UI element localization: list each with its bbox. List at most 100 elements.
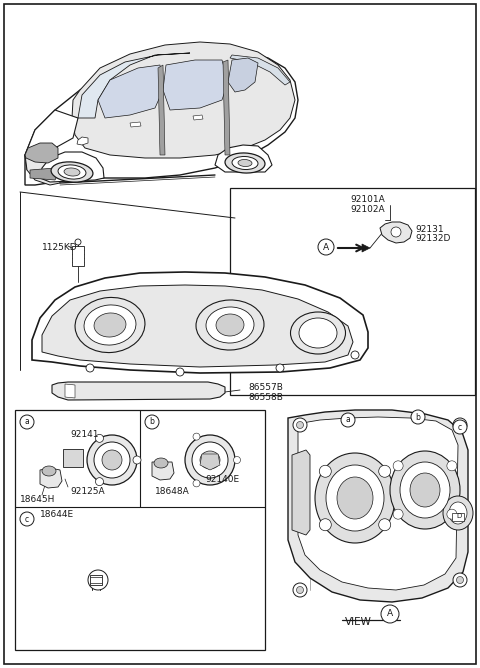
Circle shape (133, 456, 141, 464)
Circle shape (96, 434, 104, 442)
Circle shape (453, 573, 467, 587)
Polygon shape (152, 462, 174, 480)
Circle shape (453, 418, 467, 432)
Ellipse shape (58, 165, 86, 179)
Text: b: b (416, 413, 420, 422)
Circle shape (176, 368, 184, 376)
Circle shape (88, 570, 108, 590)
Polygon shape (380, 222, 412, 243)
Polygon shape (42, 285, 353, 367)
Ellipse shape (42, 466, 56, 476)
Ellipse shape (299, 318, 337, 348)
Polygon shape (25, 143, 58, 163)
Ellipse shape (84, 305, 136, 345)
Circle shape (193, 433, 200, 440)
Polygon shape (30, 168, 58, 180)
Ellipse shape (94, 442, 130, 478)
Polygon shape (25, 155, 60, 185)
Text: 86558B: 86558B (248, 393, 283, 402)
Ellipse shape (200, 451, 220, 469)
Ellipse shape (410, 473, 440, 507)
Circle shape (86, 364, 94, 372)
Polygon shape (98, 65, 163, 118)
Text: b: b (150, 418, 155, 426)
Text: 92101A: 92101A (350, 195, 385, 204)
Ellipse shape (154, 458, 168, 468)
Polygon shape (292, 450, 310, 535)
Circle shape (411, 410, 425, 424)
Polygon shape (25, 50, 298, 185)
Text: 18644E: 18644E (40, 510, 74, 519)
Text: A: A (323, 242, 329, 251)
Circle shape (297, 587, 303, 593)
Polygon shape (362, 244, 370, 252)
Polygon shape (72, 42, 295, 158)
Polygon shape (65, 384, 75, 398)
Text: VIEW: VIEW (345, 617, 372, 627)
Text: 18645H: 18645H (20, 495, 55, 504)
Polygon shape (215, 145, 272, 172)
Text: 92140E: 92140E (205, 475, 239, 484)
Ellipse shape (185, 435, 235, 485)
Ellipse shape (87, 435, 137, 485)
Polygon shape (200, 454, 220, 470)
Text: a: a (346, 415, 350, 424)
Text: a: a (24, 418, 29, 426)
Ellipse shape (290, 312, 346, 354)
Text: 92125A: 92125A (70, 487, 105, 496)
Text: 92132D: 92132D (415, 234, 450, 243)
Ellipse shape (232, 156, 258, 170)
Text: 1125KD: 1125KD (42, 243, 78, 252)
Ellipse shape (196, 300, 264, 350)
Bar (452, 513, 464, 521)
Circle shape (276, 364, 284, 372)
Text: c: c (25, 514, 29, 524)
Ellipse shape (216, 314, 244, 336)
Ellipse shape (94, 313, 126, 337)
Ellipse shape (225, 153, 265, 173)
Polygon shape (40, 152, 104, 182)
Circle shape (20, 512, 34, 526)
Circle shape (351, 351, 359, 359)
Text: 86557B: 86557B (248, 383, 283, 392)
Ellipse shape (337, 477, 373, 519)
Ellipse shape (443, 496, 473, 530)
Circle shape (293, 583, 307, 597)
Text: A: A (387, 609, 393, 619)
Bar (15, 410, 265, 650)
Ellipse shape (102, 450, 122, 470)
Bar (90, 575, 102, 585)
Circle shape (447, 461, 457, 471)
Polygon shape (77, 137, 88, 145)
Circle shape (145, 415, 159, 429)
Polygon shape (40, 468, 62, 488)
Ellipse shape (64, 168, 80, 176)
Polygon shape (223, 60, 230, 155)
Circle shape (293, 418, 307, 432)
Ellipse shape (206, 307, 254, 343)
Circle shape (381, 605, 399, 623)
Circle shape (447, 509, 457, 519)
Circle shape (233, 456, 240, 464)
Circle shape (379, 466, 391, 477)
Circle shape (379, 519, 391, 531)
Ellipse shape (51, 162, 93, 182)
Ellipse shape (326, 465, 384, 531)
Circle shape (75, 239, 81, 245)
Circle shape (193, 480, 200, 487)
Polygon shape (288, 410, 468, 602)
Ellipse shape (192, 442, 228, 478)
Circle shape (393, 509, 403, 519)
Bar (230, 188, 475, 395)
Bar (72, 246, 84, 266)
Circle shape (297, 422, 303, 428)
Ellipse shape (390, 451, 460, 529)
Circle shape (391, 227, 401, 237)
Circle shape (453, 420, 467, 434)
Polygon shape (230, 55, 290, 85)
Polygon shape (63, 449, 83, 467)
Polygon shape (78, 53, 190, 118)
Polygon shape (228, 58, 258, 92)
Text: 18648A: 18648A (155, 487, 190, 496)
Circle shape (96, 478, 104, 486)
